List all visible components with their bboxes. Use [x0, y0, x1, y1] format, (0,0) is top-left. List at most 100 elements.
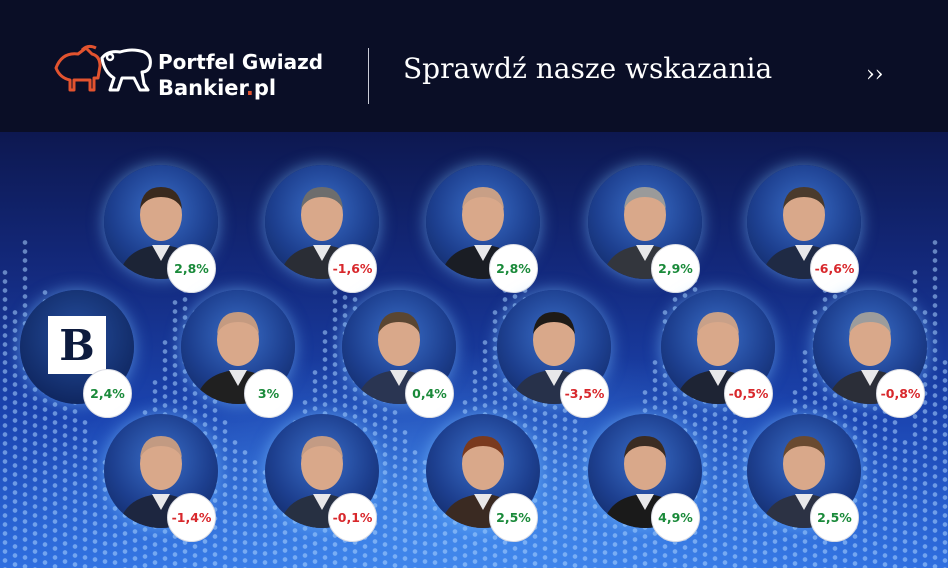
brand-site: Bankier.pl	[158, 76, 276, 100]
return-badge: -3,5%	[560, 369, 609, 418]
expert-tile[interactable]: 0,4%	[342, 290, 456, 418]
equalizer-column	[30, 358, 40, 568]
brand-title: Portfel Gwiazd	[158, 50, 324, 74]
return-badge: 4,9%	[651, 493, 700, 542]
return-badge: 2,8%	[167, 244, 216, 293]
equalizer-column	[930, 238, 940, 568]
return-badge: 2,4%	[83, 369, 132, 418]
bull-bear-logo-icon	[54, 44, 152, 92]
equalizer-column	[10, 308, 20, 568]
return-badge: 2,5%	[489, 493, 538, 542]
cta-link[interactable]: Sprawdź nasze wskazania	[403, 52, 773, 85]
expert-tile[interactable]: -1,4%	[104, 414, 218, 542]
expert-tile[interactable]: -3,5%	[497, 290, 611, 418]
equalizer-column	[700, 298, 710, 568]
equalizer-column	[220, 418, 230, 568]
equalizer-column	[430, 468, 440, 568]
equalizer-column	[670, 268, 680, 568]
equalizer-column	[110, 468, 120, 568]
equalizer-column	[690, 258, 700, 568]
expert-tile[interactable]: 4,9%	[588, 414, 702, 542]
return-badge: -6,6%	[810, 244, 859, 293]
equalizer-column	[570, 408, 580, 568]
bankier-logo-square: B	[48, 316, 106, 374]
equalizer-column	[350, 268, 360, 568]
bankier-tile[interactable]: B 2,4%	[20, 290, 134, 418]
equalizer-column	[340, 248, 350, 568]
equalizer-column	[60, 368, 70, 568]
equalizer-column	[240, 448, 250, 568]
equalizer-column	[520, 268, 530, 568]
equalizer-column	[540, 328, 550, 568]
equalizer-column	[90, 438, 100, 568]
expert-tile[interactable]: -0,1%	[265, 414, 379, 542]
equalizer-column	[390, 408, 400, 568]
return-badge: -1,4%	[167, 493, 216, 542]
brand-site-suffix: pl	[253, 76, 277, 100]
return-badge: -1,6%	[328, 244, 377, 293]
equalizer-column	[940, 358, 948, 568]
equalizer-column	[730, 408, 740, 568]
expert-tile[interactable]: -0,5%	[661, 290, 775, 418]
equalizer-column	[870, 368, 880, 568]
equalizer-column	[880, 398, 890, 568]
expert-avatar	[426, 414, 540, 528]
equalizer-column	[40, 288, 50, 568]
equalizer-column	[230, 438, 240, 568]
equalizer-column	[550, 358, 560, 568]
expert-tile[interactable]: 3%	[181, 290, 295, 418]
equalizer-column	[400, 428, 410, 568]
equalizer-column	[740, 428, 750, 568]
equalizer-column	[270, 458, 280, 568]
equalizer-column	[70, 398, 80, 568]
expert-tile[interactable]: 2,9%	[588, 165, 702, 293]
equalizer-column	[250, 458, 260, 568]
return-badge: 0,4%	[405, 369, 454, 418]
return-badge: 2,8%	[489, 244, 538, 293]
expert-tile[interactable]: -1,6%	[265, 165, 379, 293]
equalizer-column	[590, 448, 600, 568]
equalizer-column	[840, 268, 850, 568]
equalizer-column	[530, 298, 540, 568]
double-chevron-right-icon[interactable]: ››	[866, 62, 884, 87]
return-badge: 3%	[244, 369, 293, 418]
equalizer-column	[0, 268, 10, 568]
equalizer-column	[260, 468, 270, 568]
expert-tile[interactable]: 2,5%	[747, 414, 861, 542]
return-badge: 2,5%	[810, 493, 859, 542]
equalizer-column	[100, 458, 110, 568]
expert-avatar	[747, 414, 861, 528]
equalizer-column	[710, 338, 720, 568]
return-badge: -0,1%	[328, 493, 377, 542]
equalizer-column	[920, 308, 930, 568]
equalizer-column	[180, 268, 190, 568]
return-badge: -0,8%	[876, 369, 925, 418]
equalizer-column	[910, 268, 920, 568]
expert-tile[interactable]: 2,5%	[426, 414, 540, 542]
equalizer-column	[20, 238, 30, 568]
expert-tile[interactable]: 2,8%	[426, 165, 540, 293]
expert-tile[interactable]: 2,8%	[104, 165, 218, 293]
equalizer-column	[850, 298, 860, 568]
expert-avatar	[588, 165, 702, 279]
equalizer-column	[380, 378, 390, 568]
expert-tile[interactable]: -0,8%	[813, 290, 927, 418]
equalizer-column	[420, 458, 430, 568]
equalizer-column	[580, 428, 590, 568]
equalizer-column	[720, 378, 730, 568]
equalizer-column	[410, 448, 420, 568]
experts-panel: B 2,4% 2,8% -1,6% 2,8% 2,9% -6,6% 3% 0,4% -3,5%…	[0, 132, 948, 568]
brand-site-dot: .	[245, 76, 254, 100]
equalizer-column	[80, 418, 90, 568]
header-divider	[368, 48, 369, 104]
expert-avatar	[342, 290, 456, 404]
expert-tile[interactable]: -6,6%	[747, 165, 861, 293]
equalizer-column	[900, 438, 910, 568]
equalizer-column	[750, 448, 760, 568]
equalizer-column	[50, 328, 60, 568]
brand-site-main: Bankier	[158, 76, 246, 100]
equalizer-column	[600, 458, 610, 568]
equalizer-column	[560, 388, 570, 568]
header-bar: Portfel Gwiazd Bankier.pl Sprawdź nasze …	[0, 0, 948, 132]
return-badge: -0,5%	[724, 369, 773, 418]
